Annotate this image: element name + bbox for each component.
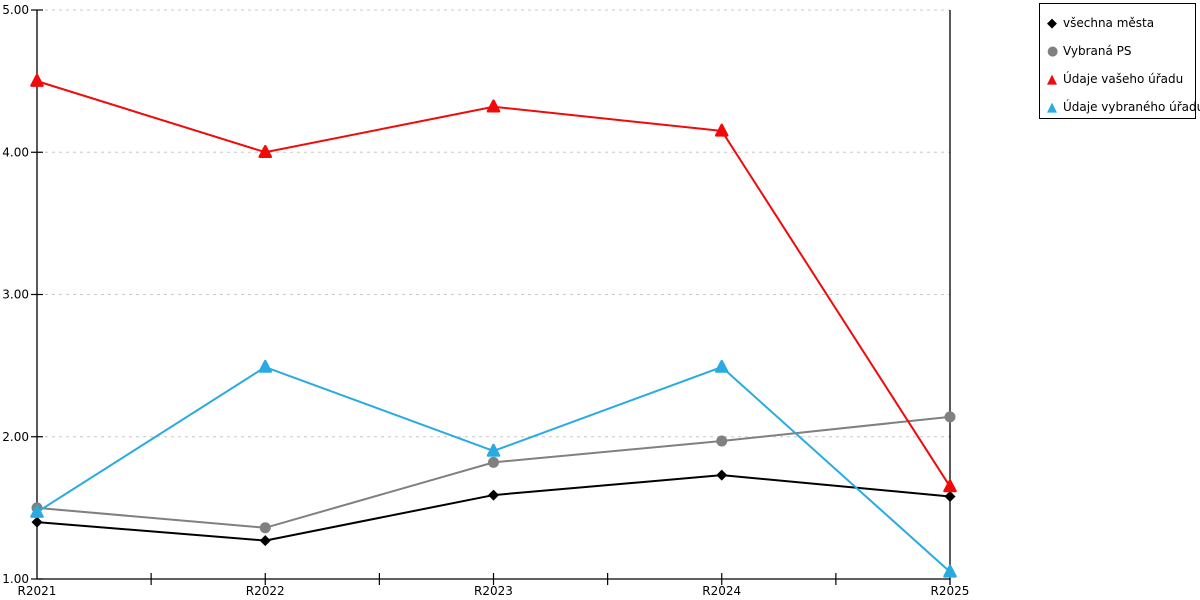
circle-marker-icon: ●	[1047, 43, 1059, 59]
legend-item: ◆ všechna města	[1047, 9, 1191, 37]
series-0	[31, 469, 956, 547]
x-tick-label: R2022	[246, 584, 285, 598]
legend: ◆ všechna města ● Vybraná PS ▲ Údaje vaš…	[1039, 3, 1200, 121]
y-tick-label: 5.00	[2, 3, 29, 17]
y-tick-label: 1.00	[2, 572, 29, 586]
triangle-marker-icon: ▲	[1047, 71, 1057, 87]
legend-item: ● Vybraná PS	[1047, 37, 1191, 65]
legend-label: Vybraná PS	[1063, 44, 1132, 58]
x-tick-label: R2025	[931, 584, 970, 598]
legend-label: Údaje vašeho úřadu	[1063, 72, 1184, 86]
series-1	[31, 411, 956, 534]
legend-label: Údaje vybraného úřadu	[1063, 100, 1200, 114]
y-tick-label: 2.00	[2, 430, 29, 444]
legend-item: ▲ Údaje vybraného úřadu	[1047, 93, 1200, 121]
triangle-marker-icon: ▲	[1047, 99, 1057, 115]
legend-item: ▲ Údaje vašeho úřadu	[1047, 65, 1191, 93]
series-2	[30, 73, 957, 493]
x-tick-label: R2021	[18, 584, 57, 598]
gridlines	[38, 9, 950, 438]
x-tick-label: R2023	[474, 584, 513, 598]
legend-label: všechna města	[1063, 16, 1155, 30]
y-axis-ticks: 1.00 2.00 3.00 4.00 5.00	[2, 3, 43, 586]
x-axis-ticks: R2021 R2022 R2023 R2024 R2025	[18, 573, 970, 598]
series-3	[30, 359, 957, 578]
diamond-marker-icon: ◆	[1047, 15, 1057, 31]
y-tick-label: 3.00	[2, 288, 29, 302]
x-tick-label: R2024	[702, 584, 741, 598]
y-tick-label: 4.00	[2, 145, 29, 159]
